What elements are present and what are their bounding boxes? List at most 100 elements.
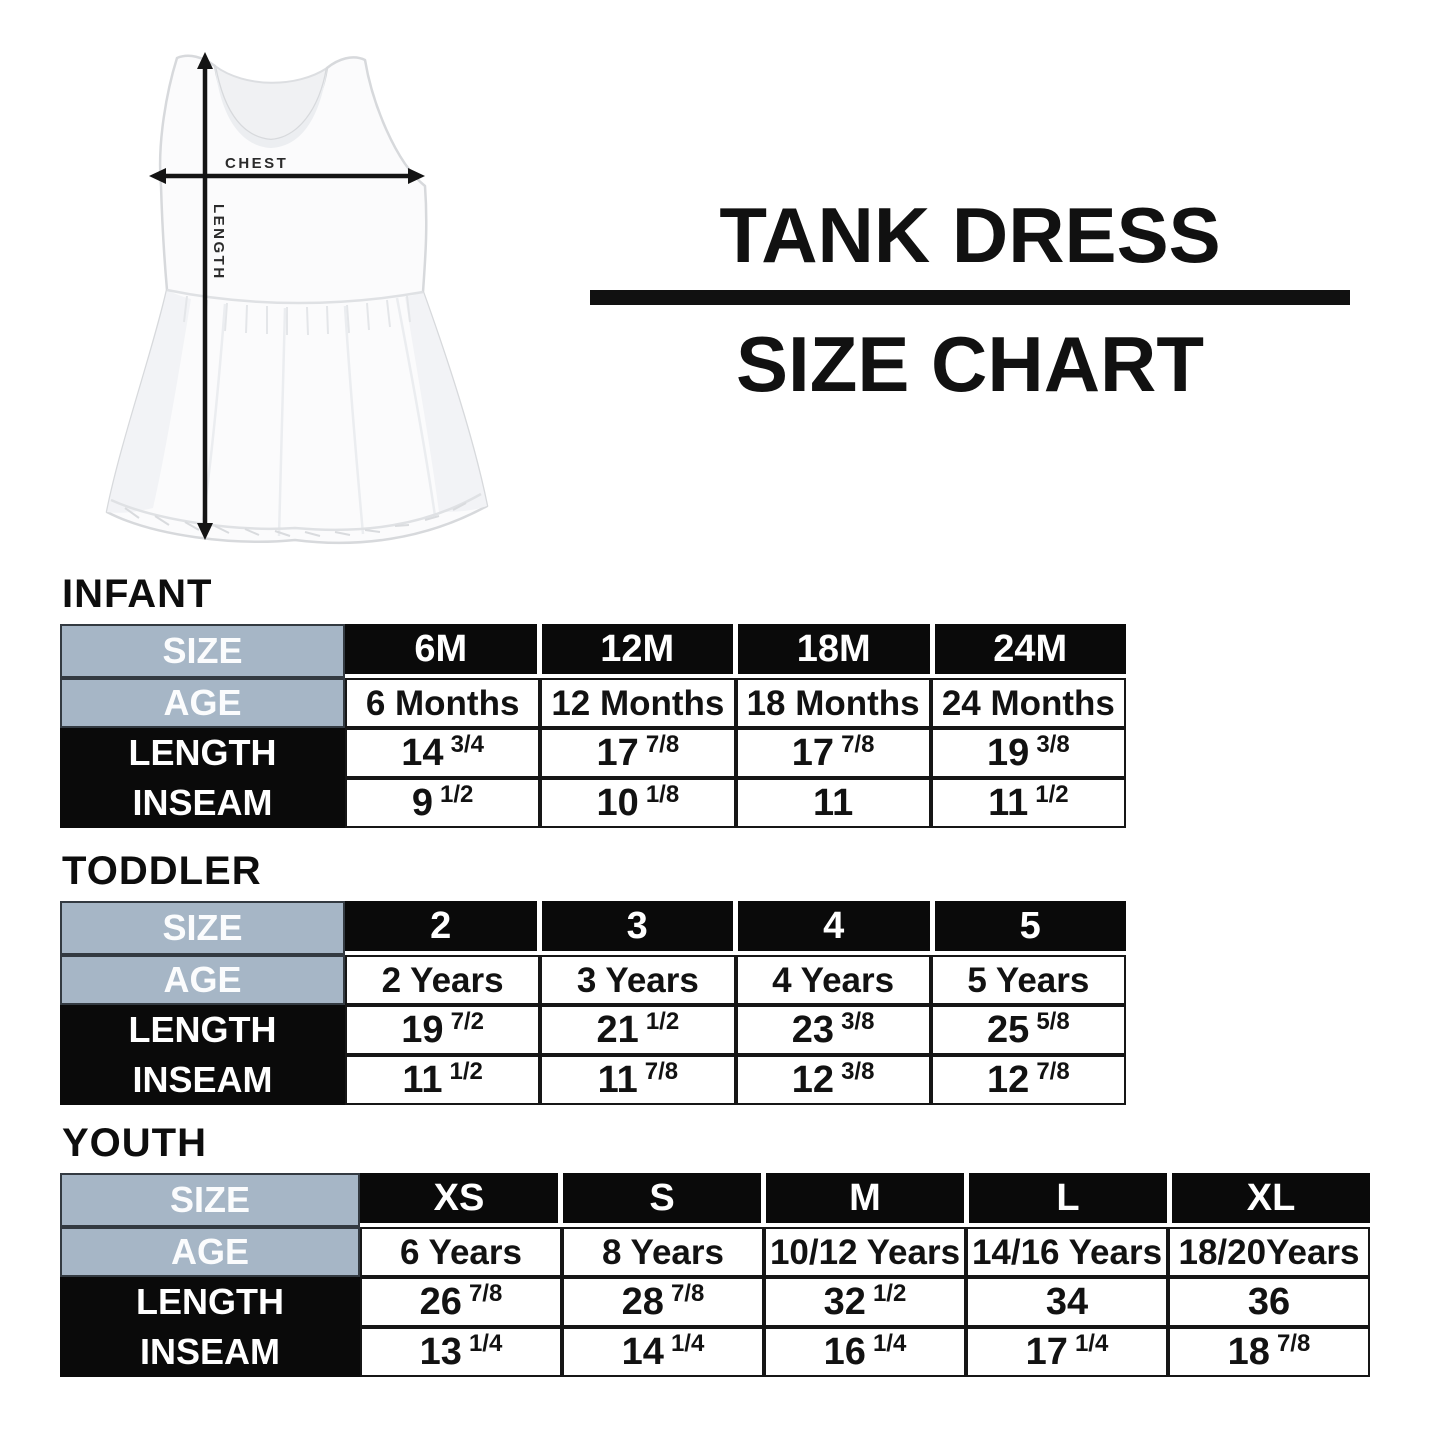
section-title-infant: INFANT: [62, 572, 213, 616]
row-label-size: SIZE: [60, 1173, 360, 1227]
inseam-value-cell: 11 7/8: [540, 1055, 736, 1105]
inseam-value-cell: 12 3/8: [735, 1055, 931, 1105]
age-value-cell: 5 Years: [930, 955, 1126, 1005]
inseam-value-cell: 18 7/8: [1168, 1327, 1370, 1377]
age-value-cell: 18/20Years: [1168, 1227, 1370, 1277]
row-label-inseam: INSEAM: [60, 1055, 345, 1105]
table-row-size: SIZE XS S M L XL: [60, 1173, 1370, 1227]
length-value-cell: 19 3/8: [930, 728, 1126, 778]
size-value-cell: 4: [738, 901, 930, 951]
length-value-cell: 36: [1168, 1277, 1370, 1327]
neckline-shadow: [215, 66, 327, 148]
waist-seam: [166, 288, 424, 305]
size-value-cell: XL: [1172, 1173, 1370, 1223]
length-value-cell: 17 7/8: [540, 728, 736, 778]
row-label-size: SIZE: [60, 624, 345, 678]
section-infant: INFANT SIZE 6M 12M 18M 24M AGE 6 Months 12 Mont…: [60, 572, 1126, 828]
size-value-cell: 24M: [934, 624, 1126, 674]
size-value-cell: XS: [360, 1173, 558, 1223]
table-row-length: LENGTH 26 7/8 28 7/8 32 1/2 34 36: [60, 1277, 1370, 1327]
age-value-cell: 6 Years: [360, 1227, 562, 1277]
section-title-toddler: TODDLER: [62, 849, 262, 893]
row-label-length: LENGTH: [60, 728, 345, 778]
size-value-cell: 3: [541, 901, 733, 951]
page-title-line1: TANK DRESS: [719, 191, 1221, 279]
inseam-value-cell: 11 1/2: [930, 778, 1126, 828]
row-label-age: AGE: [60, 955, 345, 1005]
length-arrow: [197, 52, 213, 540]
table-row-length: LENGTH 19 7/2 21 1/2 23 3/8 25 5/8: [60, 1005, 1126, 1055]
dress-shade-right: [405, 292, 487, 512]
row-label-length: LENGTH: [60, 1277, 360, 1327]
section-toddler: TODDLER SIZE 2 3 4 5 AGE 2 Years 3 Years 4 Years…: [60, 849, 1126, 1105]
inseam-value-cell: 10 1/8: [540, 778, 736, 828]
age-value-cell: 8 Years: [562, 1227, 764, 1277]
size-value-cell: S: [563, 1173, 761, 1223]
toddler-size-table: SIZE 2 3 4 5 AGE 2 Years 3 Years 4 Years 5 Years L…: [60, 901, 1126, 1105]
page-title-line2: SIZE CHART: [736, 320, 1204, 408]
age-value-cell: 10/12 Years: [764, 1227, 966, 1277]
length-value-cell: 34: [966, 1277, 1168, 1327]
age-value-cell: 4 Years: [735, 955, 931, 1005]
title-divider: [590, 290, 1350, 305]
age-value-cell: 24 Months: [930, 678, 1126, 728]
row-label-inseam: INSEAM: [60, 1327, 360, 1377]
age-value-cell: 18 Months: [735, 678, 931, 728]
table-row-length: LENGTH 14 3/4 17 7/8 17 7/8 19 3/8: [60, 728, 1126, 778]
inseam-value-cell: 14 1/4: [562, 1327, 764, 1377]
table-row-age: AGE 2 Years 3 Years 4 Years 5 Years: [60, 955, 1126, 1005]
inseam-value-cell: 11 1/2: [345, 1055, 541, 1105]
title-block: TANK DRESS SIZE CHART: [590, 196, 1350, 403]
age-value-cell: 12 Months: [540, 678, 736, 728]
chest-arrow: [149, 168, 425, 184]
row-label-inseam: INSEAM: [60, 778, 345, 828]
inseam-value-cell: 16 1/4: [764, 1327, 966, 1377]
row-label-age: AGE: [60, 678, 345, 728]
infant-size-table: SIZE 6M 12M 18M 24M AGE 6 Months 12 Months 18 Mo…: [60, 624, 1126, 828]
table-row-age: AGE 6 Months 12 Months 18 Months 24 Months: [60, 678, 1126, 728]
row-label-size: SIZE: [60, 901, 345, 955]
table-row-inseam: INSEAM 11 1/2 11 7/8 12 3/8 12 7/8: [60, 1055, 1126, 1105]
age-value-cell: 2 Years: [345, 955, 541, 1005]
length-value-cell: 25 5/8: [930, 1005, 1126, 1055]
inseam-value-cell: 11: [735, 778, 931, 828]
hem-ticks: [124, 502, 467, 537]
size-value-cell: 2: [345, 901, 537, 951]
length-value-cell: 21 1/2: [540, 1005, 736, 1055]
size-value-cell: L: [969, 1173, 1167, 1223]
inseam-value-cell: 9 1/2: [345, 778, 541, 828]
age-value-cell: 3 Years: [540, 955, 736, 1005]
table-row-age: AGE 6 Years 8 Years 10/12 Years 14/16 Years 1…: [60, 1227, 1370, 1277]
length-value-cell: 14 3/4: [345, 728, 541, 778]
size-value-cell: M: [766, 1173, 964, 1223]
age-value-cell: 14/16 Years: [966, 1227, 1168, 1277]
size-value-cell: 18M: [738, 624, 930, 674]
length-value-cell: 26 7/8: [360, 1277, 562, 1327]
length-value-cell: 23 3/8: [735, 1005, 931, 1055]
inseam-value-cell: 13 1/4: [360, 1327, 562, 1377]
chest-arrow-label: CHEST: [225, 155, 288, 172]
dress-silhouette: [105, 54, 489, 545]
length-value-cell: 32 1/2: [764, 1277, 966, 1327]
length-arrow-label: LENGTH: [210, 204, 227, 281]
section-title-youth: YOUTH: [62, 1121, 207, 1165]
size-value-cell: 12M: [541, 624, 733, 674]
tank-dress-diagram: CHEST LENGTH: [105, 52, 489, 545]
hem-band: [110, 492, 482, 532]
dress-shade-left: [107, 290, 191, 513]
table-row-inseam: INSEAM 9 1/2 10 1/8 11 11 1/2: [60, 778, 1126, 828]
size-value-cell: 5: [934, 901, 1126, 951]
length-value-cell: 28 7/8: [562, 1277, 764, 1327]
table-row-size: SIZE 6M 12M 18M 24M: [60, 624, 1126, 678]
length-value-cell: 19 7/2: [345, 1005, 541, 1055]
table-row-size: SIZE 2 3 4 5: [60, 901, 1126, 955]
age-value-cell: 6 Months: [345, 678, 541, 728]
inseam-value-cell: 17 1/4: [966, 1327, 1168, 1377]
row-label-age: AGE: [60, 1227, 360, 1277]
table-row-inseam: INSEAM 13 1/4 14 1/4 16 1/4 17 1/4 18 7/8: [60, 1327, 1370, 1377]
skirt-folds: [201, 297, 437, 537]
size-value-cell: 6M: [345, 624, 537, 674]
section-youth: YOUTH SIZE XS S M L XL AGE 6 Years 8 Years 10/12 …: [60, 1121, 1370, 1377]
row-label-length: LENGTH: [60, 1005, 345, 1055]
